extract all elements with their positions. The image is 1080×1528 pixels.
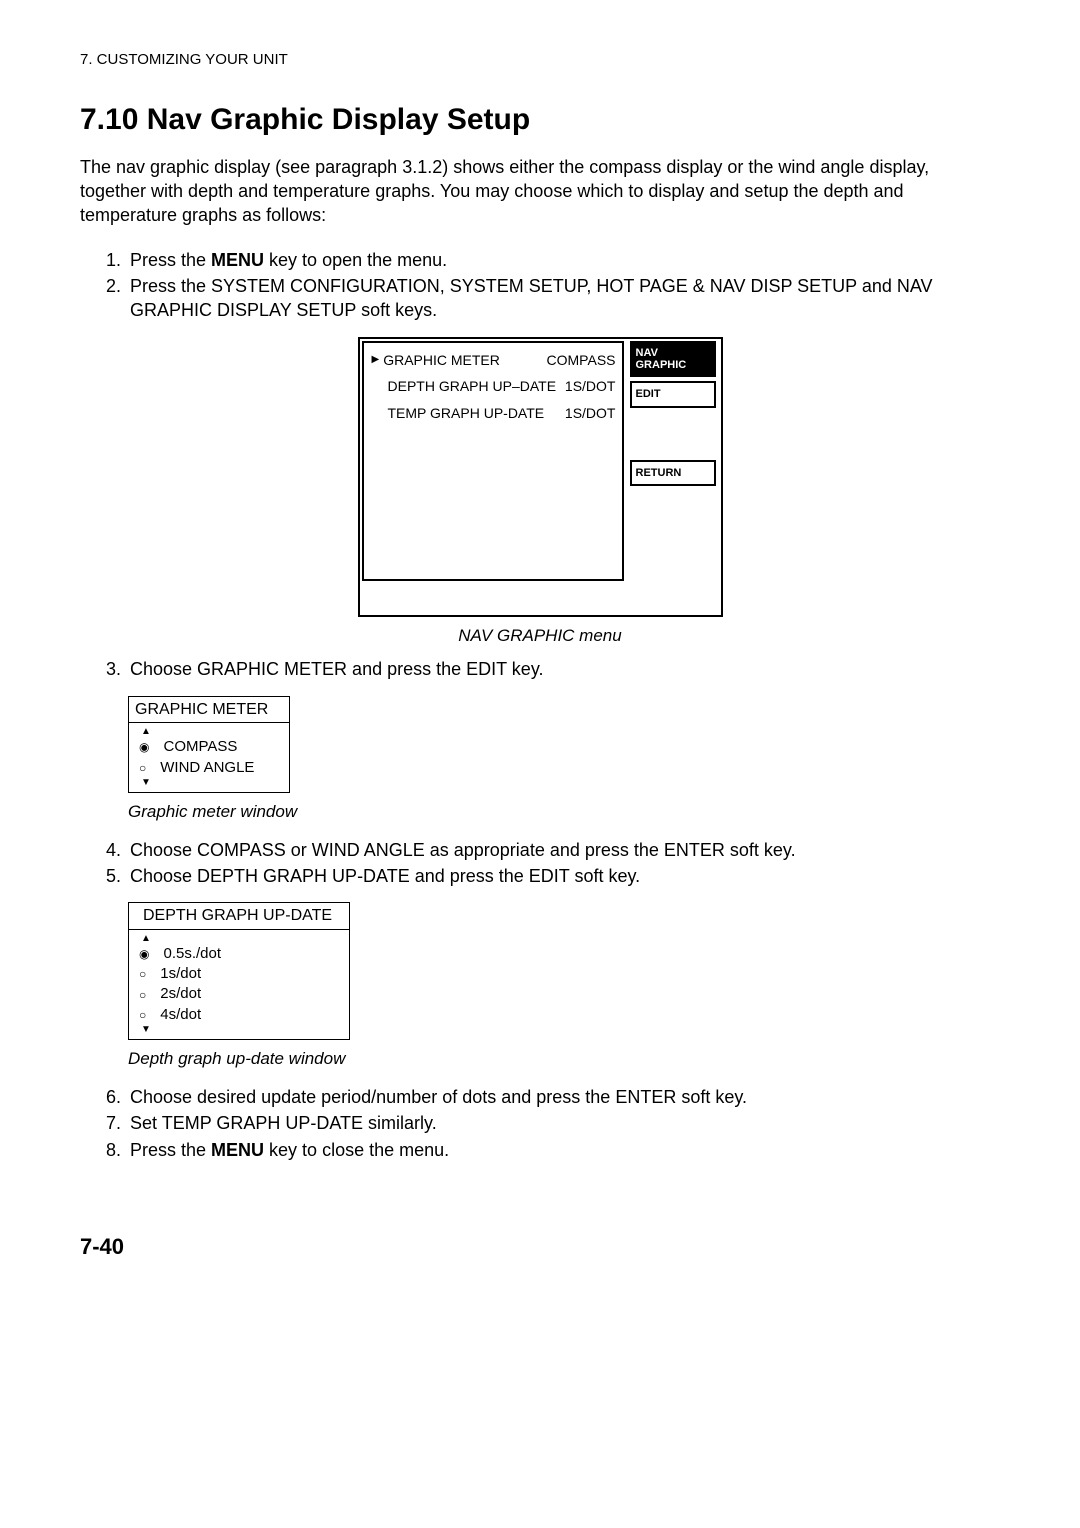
step-2: Press the SYSTEM CONFIGURATION, SYSTEM S… bbox=[126, 274, 1000, 323]
du-option-0[interactable]: 0.5s./dot bbox=[139, 944, 343, 964]
depth-update-caption: Depth graph up-date window bbox=[80, 1048, 1000, 1071]
depth-update-figure: DEPTH GRAPH UP-DATE ▲ 0.5s./dot 1s/dot 2… bbox=[80, 902, 1000, 1040]
graphic-meter-caption: Graphic meter window bbox=[80, 801, 1000, 824]
menu-key-bold-2: MENU bbox=[211, 1140, 264, 1160]
nav-graphic-figure: ▶GRAPHIC METER COMPASS DEPTH GRAPH UP–DA… bbox=[80, 337, 1000, 617]
softkey-column: NAV GRAPHIC EDIT RETURN bbox=[624, 341, 716, 581]
softkey-nav-line1: NAV bbox=[636, 347, 710, 359]
ng-row-1: DEPTH GRAPH UP–DATE 1S/DOT bbox=[370, 377, 616, 396]
step-1-pre: Press the bbox=[130, 250, 211, 270]
gm-option-wind[interactable]: WIND ANGLE bbox=[139, 758, 283, 778]
step-4: Choose COMPASS or WIND ANGLE as appropri… bbox=[126, 838, 1000, 862]
down-arrow-icon-2: ▼ bbox=[139, 1025, 343, 1035]
ng-row-0: ▶GRAPHIC METER COMPASS bbox=[370, 351, 616, 370]
ng-row-2: TEMP GRAPH UP-DATE 1S/DOT bbox=[370, 404, 616, 423]
step-8-post: key to close the menu. bbox=[264, 1140, 449, 1160]
menu-key-bold: MENU bbox=[211, 250, 264, 270]
nav-graphic-status-bar bbox=[362, 581, 719, 613]
depth-update-box: DEPTH GRAPH UP-DATE ▲ 0.5s./dot 1s/dot 2… bbox=[128, 902, 350, 1040]
ng-row-0-label: ▶GRAPHIC METER bbox=[372, 351, 500, 370]
step-list-45: Choose COMPASS or WIND ANGLE as appropri… bbox=[80, 838, 1000, 889]
step-6: Choose desired update period/number of d… bbox=[126, 1085, 1000, 1109]
du-option-3[interactable]: 4s/dot bbox=[139, 1005, 343, 1025]
du-option-2[interactable]: 2s/dot bbox=[139, 984, 343, 1004]
nav-graphic-screen: ▶GRAPHIC METER COMPASS DEPTH GRAPH UP–DA… bbox=[358, 337, 723, 617]
ng-row-2-label: TEMP GRAPH UP-DATE bbox=[372, 404, 545, 423]
step-8: Press the MENU key to close the menu. bbox=[126, 1138, 1000, 1162]
step-list-1: Press the MENU key to open the menu. Pre… bbox=[80, 248, 1000, 323]
softkey-nav-line2: GRAPHIC bbox=[636, 359, 710, 371]
up-arrow-icon: ▲ bbox=[139, 727, 283, 737]
ng-row-2-value: 1S/DOT bbox=[565, 404, 616, 423]
step-3: Choose GRAPHIC METER and press the EDIT … bbox=[126, 657, 1000, 681]
graphic-meter-body: ▲ COMPASS WIND ANGLE ▼ bbox=[129, 723, 289, 792]
pointer-icon: ▶ bbox=[372, 355, 380, 365]
gm-option-compass[interactable]: COMPASS bbox=[139, 737, 283, 757]
ng-row-0-value: COMPASS bbox=[547, 351, 616, 370]
softkey-return[interactable]: RETURN bbox=[630, 460, 716, 487]
step-1: Press the MENU key to open the menu. bbox=[126, 248, 1000, 272]
intro-paragraph: The nav graphic display (see paragraph 3… bbox=[80, 155, 1000, 228]
softkey-nav-graphic[interactable]: NAV GRAPHIC bbox=[630, 341, 716, 377]
section-title: 7.10 Nav Graphic Display Setup bbox=[80, 100, 1000, 141]
nav-graphic-caption: NAV GRAPHIC menu bbox=[80, 625, 1000, 648]
graphic-meter-figure: GRAPHIC METER ▲ COMPASS WIND ANGLE ▼ bbox=[80, 696, 1000, 793]
step-list-678: Choose desired update period/number of d… bbox=[80, 1085, 1000, 1162]
depth-update-body: ▲ 0.5s./dot 1s/dot 2s/dot 4s/dot ▼ bbox=[129, 930, 349, 1039]
ng-row-0-text: GRAPHIC METER bbox=[383, 351, 500, 370]
ng-row-1-value: 1S/DOT bbox=[565, 377, 616, 396]
step-1-post: key to open the menu. bbox=[264, 250, 447, 270]
depth-update-title: DEPTH GRAPH UP-DATE bbox=[129, 903, 349, 930]
up-arrow-icon-2: ▲ bbox=[139, 934, 343, 944]
graphic-meter-box: GRAPHIC METER ▲ COMPASS WIND ANGLE ▼ bbox=[128, 696, 290, 793]
graphic-meter-title: GRAPHIC METER bbox=[129, 697, 289, 724]
chapter-header: 7. CUSTOMIZING YOUR UNIT bbox=[80, 50, 1000, 70]
softkey-edit[interactable]: EDIT bbox=[630, 381, 716, 408]
step-5: Choose DEPTH GRAPH UP-DATE and press the… bbox=[126, 864, 1000, 888]
nav-graphic-main-area: ▶GRAPHIC METER COMPASS DEPTH GRAPH UP–DA… bbox=[362, 341, 624, 581]
page-number: 7-40 bbox=[80, 1232, 1000, 1262]
du-option-1[interactable]: 1s/dot bbox=[139, 964, 343, 984]
ng-row-1-label: DEPTH GRAPH UP–DATE bbox=[372, 377, 557, 396]
step-8-pre: Press the bbox=[130, 1140, 211, 1160]
down-arrow-icon: ▼ bbox=[139, 778, 283, 788]
step-list-3: Choose GRAPHIC METER and press the EDIT … bbox=[80, 657, 1000, 681]
step-7: Set TEMP GRAPH UP-DATE similarly. bbox=[126, 1111, 1000, 1135]
